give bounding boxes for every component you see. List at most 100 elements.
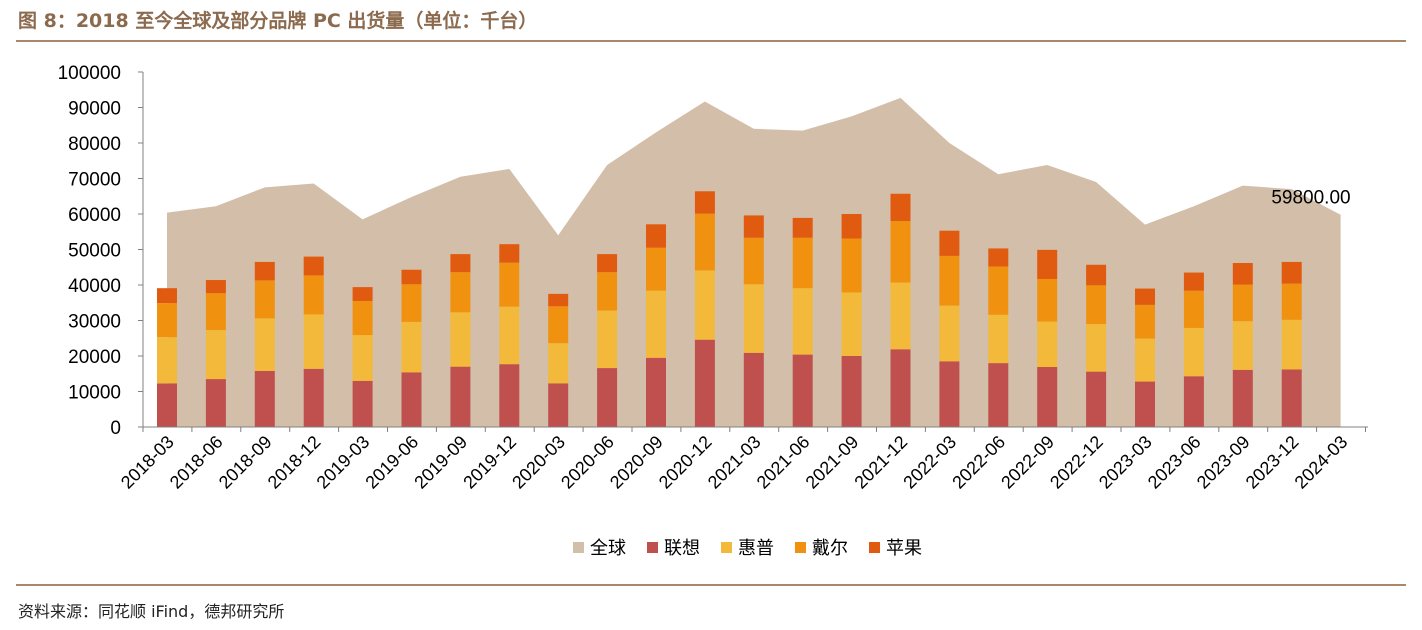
bar-惠普-2019-12 (499, 306, 520, 365)
y-tick-label: 70000 (68, 170, 121, 191)
bar-惠普-2022-06 (988, 314, 1009, 364)
bar-惠普-2018-06 (205, 330, 226, 380)
bar-苹果-2019-09 (450, 254, 471, 273)
legend-item-戴尔: 戴尔 (795, 538, 848, 559)
x-tick-label: 2020-09 (606, 432, 667, 493)
x-tick-label: 2018-12 (264, 432, 325, 493)
bar-苹果-2018-12 (303, 256, 324, 276)
x-tick-label: 2019-12 (459, 432, 520, 493)
x-tick-label: 2019-06 (361, 432, 422, 493)
x-tick-label: 2018-06 (166, 432, 227, 493)
bar-惠普-2022-03 (939, 305, 960, 362)
bar-联想-2021-06 (792, 354, 813, 427)
bar-联想-2023-09 (1232, 369, 1253, 427)
bar-惠普-2022-12 (1086, 324, 1107, 372)
bar-苹果-2018-09 (254, 261, 275, 281)
bar-惠普-2019-03 (352, 335, 373, 381)
bar-戴尔-2019-03 (352, 300, 373, 336)
legend-item-联想: 联想 (647, 538, 700, 559)
y-tick-label: 80000 (68, 134, 121, 155)
bar-苹果-2021-09 (841, 214, 862, 239)
x-tick-label: 2024-03 (1291, 432, 1352, 493)
bar-联想-2020-06 (597, 368, 618, 427)
bar-联想-2020-12 (694, 339, 715, 427)
bar-苹果-2018-03 (157, 288, 177, 304)
y-tick-label: 40000 (68, 276, 121, 297)
bar-戴尔-2019-06 (401, 284, 422, 322)
bar-苹果-2022-12 (1086, 264, 1107, 286)
bar-联想-2019-03 (352, 380, 373, 427)
bar-戴尔-2023-09 (1232, 284, 1253, 322)
x-tick-label: 2022-06 (948, 432, 1009, 493)
bar-联想-2023-12 (1281, 369, 1302, 427)
bar-戴尔-2018-06 (205, 293, 226, 331)
bar-苹果-2023-09 (1232, 262, 1253, 285)
bar-戴尔-2018-12 (303, 275, 324, 315)
bar-惠普-2020-03 (548, 343, 569, 384)
bar-惠普-2018-09 (254, 318, 275, 371)
bar-惠普-2020-09 (646, 290, 666, 358)
bar-苹果-2021-12 (890, 193, 911, 222)
bar-联想-2019-12 (499, 364, 520, 427)
legend-label: 全球 (590, 538, 626, 559)
x-tick-label: 2019-03 (313, 432, 374, 493)
bar-惠普-2023-09 (1232, 321, 1253, 370)
legend-swatch (869, 542, 880, 553)
bar-联想-2023-06 (1183, 376, 1204, 427)
bar-苹果-2023-12 (1281, 261, 1302, 284)
bar-戴尔-2022-12 (1086, 285, 1107, 325)
bar-戴尔-2021-12 (890, 221, 911, 283)
legend-item-全球: 全球 (573, 538, 626, 559)
bar-戴尔-2021-03 (743, 237, 764, 285)
y-tick-label: 0 (110, 418, 121, 439)
y-tick-label: 50000 (68, 241, 121, 262)
legend-label: 戴尔 (812, 538, 848, 559)
bar-戴尔-2020-06 (597, 272, 618, 311)
bar-联想-2022-09 (1037, 367, 1058, 427)
bar-联想-2021-12 (890, 349, 911, 427)
bar-苹果-2022-09 (1037, 249, 1058, 279)
bar-戴尔-2018-09 (254, 280, 275, 319)
legend-label: 苹果 (886, 538, 922, 559)
x-tick-label: 2022-09 (997, 432, 1058, 493)
bar-戴尔-2023-12 (1281, 283, 1302, 320)
x-tick-label: 2021-12 (850, 432, 911, 493)
bar-惠普-2019-06 (401, 321, 422, 373)
bar-惠普-2022-09 (1037, 321, 1058, 368)
x-tick-label: 2019-09 (410, 432, 471, 493)
x-tick-label: 2023-03 (1095, 432, 1156, 493)
bar-苹果-2018-06 (205, 280, 226, 294)
y-tick-label: 20000 (68, 347, 121, 368)
bar-联想-2019-06 (401, 372, 422, 427)
legend-item-苹果: 苹果 (869, 538, 922, 559)
x-tick-label: 2021-09 (802, 432, 863, 493)
legend-swatch (647, 542, 658, 553)
bar-苹果-2020-09 (646, 224, 666, 248)
title-divider (16, 40, 1406, 42)
legend-label: 联想 (664, 538, 700, 559)
bar-联想-2023-03 (1135, 381, 1155, 427)
bar-戴尔-2023-06 (1183, 290, 1204, 328)
bar-戴尔-2018-03 (157, 303, 177, 338)
x-tick-label: 2021-03 (704, 432, 765, 493)
y-tick-label: 100000 (58, 63, 121, 84)
bar-惠普-2021-03 (743, 284, 764, 353)
bar-联想-2022-06 (988, 363, 1009, 427)
bar-戴尔-2023-03 (1135, 304, 1155, 339)
bar-苹果-2019-12 (499, 244, 520, 263)
bar-联想-2020-03 (548, 383, 569, 427)
x-tick-label: 2022-03 (899, 432, 960, 493)
x-tick-label: 2018-09 (215, 432, 276, 493)
annotation-layer: 59800.00 (1271, 188, 1350, 209)
bar-苹果-2020-06 (597, 254, 618, 273)
bar-惠普-2021-12 (890, 282, 911, 350)
x-tick-label: 2023-09 (1193, 432, 1254, 493)
bar-联想-2020-09 (646, 357, 666, 427)
data-label: 59800.00 (1271, 188, 1350, 209)
bar-戴尔-2021-09 (841, 238, 862, 293)
bar-苹果-2022-03 (939, 230, 960, 256)
bar-戴尔-2020-12 (694, 213, 715, 271)
bar-苹果-2023-03 (1135, 288, 1155, 305)
bar-戴尔-2022-06 (988, 266, 1009, 315)
y-tick-label: 90000 (68, 99, 121, 120)
